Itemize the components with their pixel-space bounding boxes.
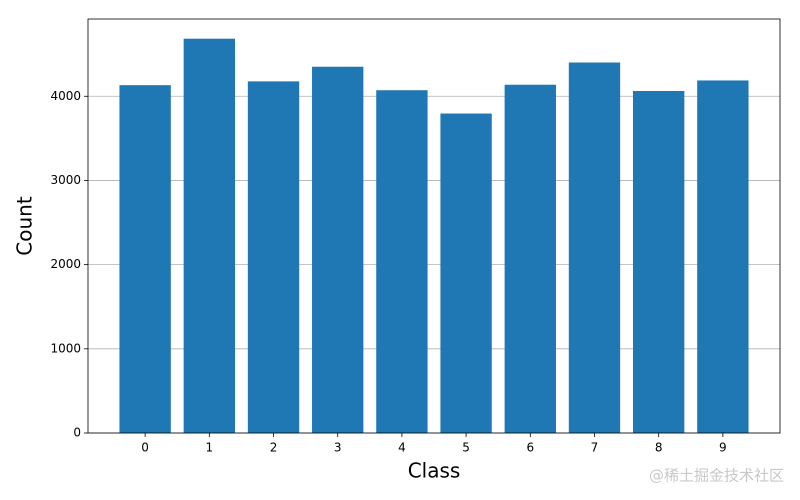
x-tick-label: 6 xyxy=(526,441,534,455)
y-tick-label: 2000 xyxy=(50,257,81,271)
y-tick-label: 3000 xyxy=(50,173,81,187)
plot-area: 0 1000 2000 3000 4000 0 1 2 3 4 5 6 7 8 9 xyxy=(50,18,781,455)
bar xyxy=(440,113,492,434)
axes-frame xyxy=(87,18,781,434)
bar xyxy=(504,84,556,433)
x-tick-label: 0 xyxy=(141,441,149,455)
x-tick-label: 5 xyxy=(462,441,470,455)
x-tick-label: 3 xyxy=(334,441,342,455)
x-tick-label: 8 xyxy=(655,441,663,455)
bar xyxy=(312,66,364,433)
x-axis-label: Class xyxy=(408,459,461,483)
bar xyxy=(568,62,621,433)
x-tick-label: 4 xyxy=(398,441,406,455)
bar xyxy=(632,90,685,434)
bar xyxy=(376,90,428,434)
bar xyxy=(697,80,749,433)
bar xyxy=(247,81,300,433)
watermark: @稀土掘金技术社区 xyxy=(649,467,784,485)
x-tick-label: 1 xyxy=(206,441,214,455)
bar xyxy=(183,38,236,434)
y-tick-label: 1000 xyxy=(50,341,81,355)
x-tick-label: 9 xyxy=(719,441,727,455)
x-tick-label: 2 xyxy=(270,441,278,455)
x-tick-label: 7 xyxy=(591,441,599,455)
bar xyxy=(119,85,171,433)
y-tick-label: 0 xyxy=(73,426,81,440)
y-tick-label: 4000 xyxy=(50,89,81,103)
y-axis-label: Count xyxy=(13,196,37,256)
